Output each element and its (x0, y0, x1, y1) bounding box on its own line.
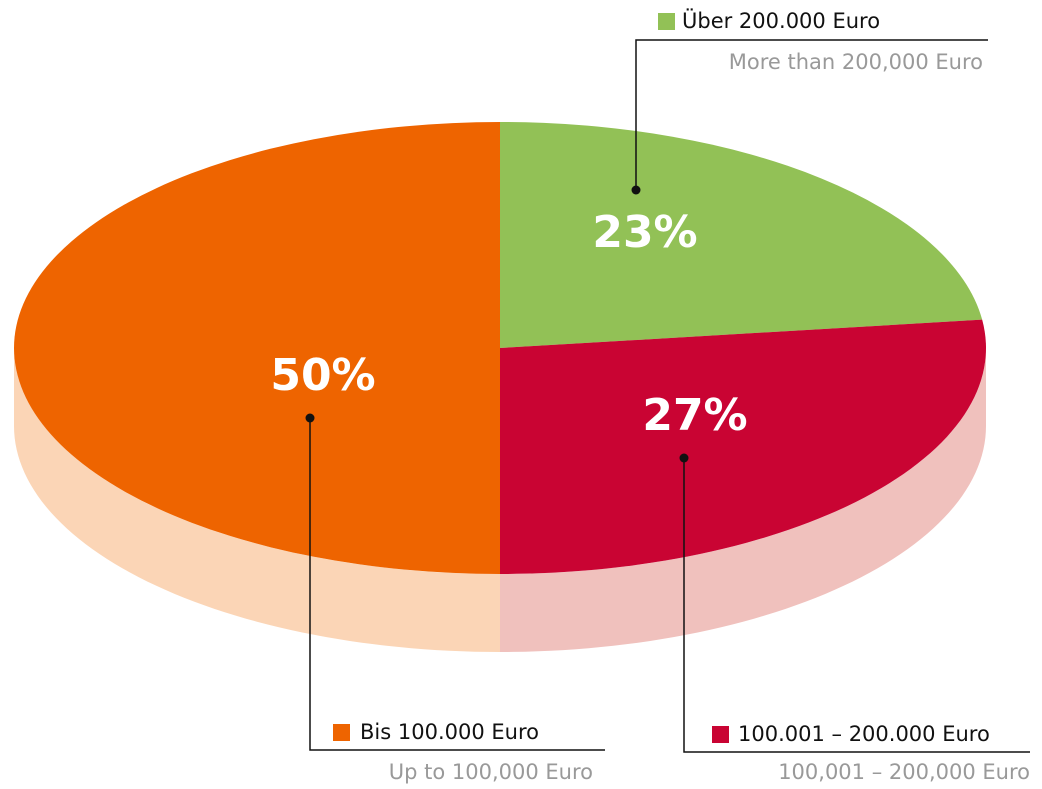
legend-swatch (333, 724, 350, 741)
pie-slice (500, 122, 983, 348)
legend-subtitle: Up to 100,000 Euro (389, 760, 593, 784)
legend-subtitle: More than 200,000 Euro (729, 50, 983, 74)
pie-side (500, 348, 986, 652)
pie-slice (500, 319, 986, 574)
leader-dot (679, 453, 689, 463)
leader-dot (305, 413, 315, 423)
leader-line (309, 418, 605, 751)
leader-line (635, 39, 988, 190)
pie-side (14, 348, 500, 652)
pie-slice (14, 122, 500, 574)
value-label: 27% (642, 390, 747, 441)
value-label: 50% (270, 350, 375, 401)
value-label: 23% (592, 207, 697, 258)
legend-label: Bis 100.000 Euro (360, 720, 539, 744)
legend-subtitle: 100,001 – 200,000 Euro (778, 760, 1030, 784)
leader-dot (631, 185, 641, 195)
legend-label: Über 200.000 Euro (682, 8, 880, 33)
legend-label: 100.001 – 200.000 Euro (738, 722, 990, 746)
legend-swatch (712, 726, 729, 743)
legend-swatch (658, 13, 675, 30)
leader-line (683, 458, 1030, 753)
